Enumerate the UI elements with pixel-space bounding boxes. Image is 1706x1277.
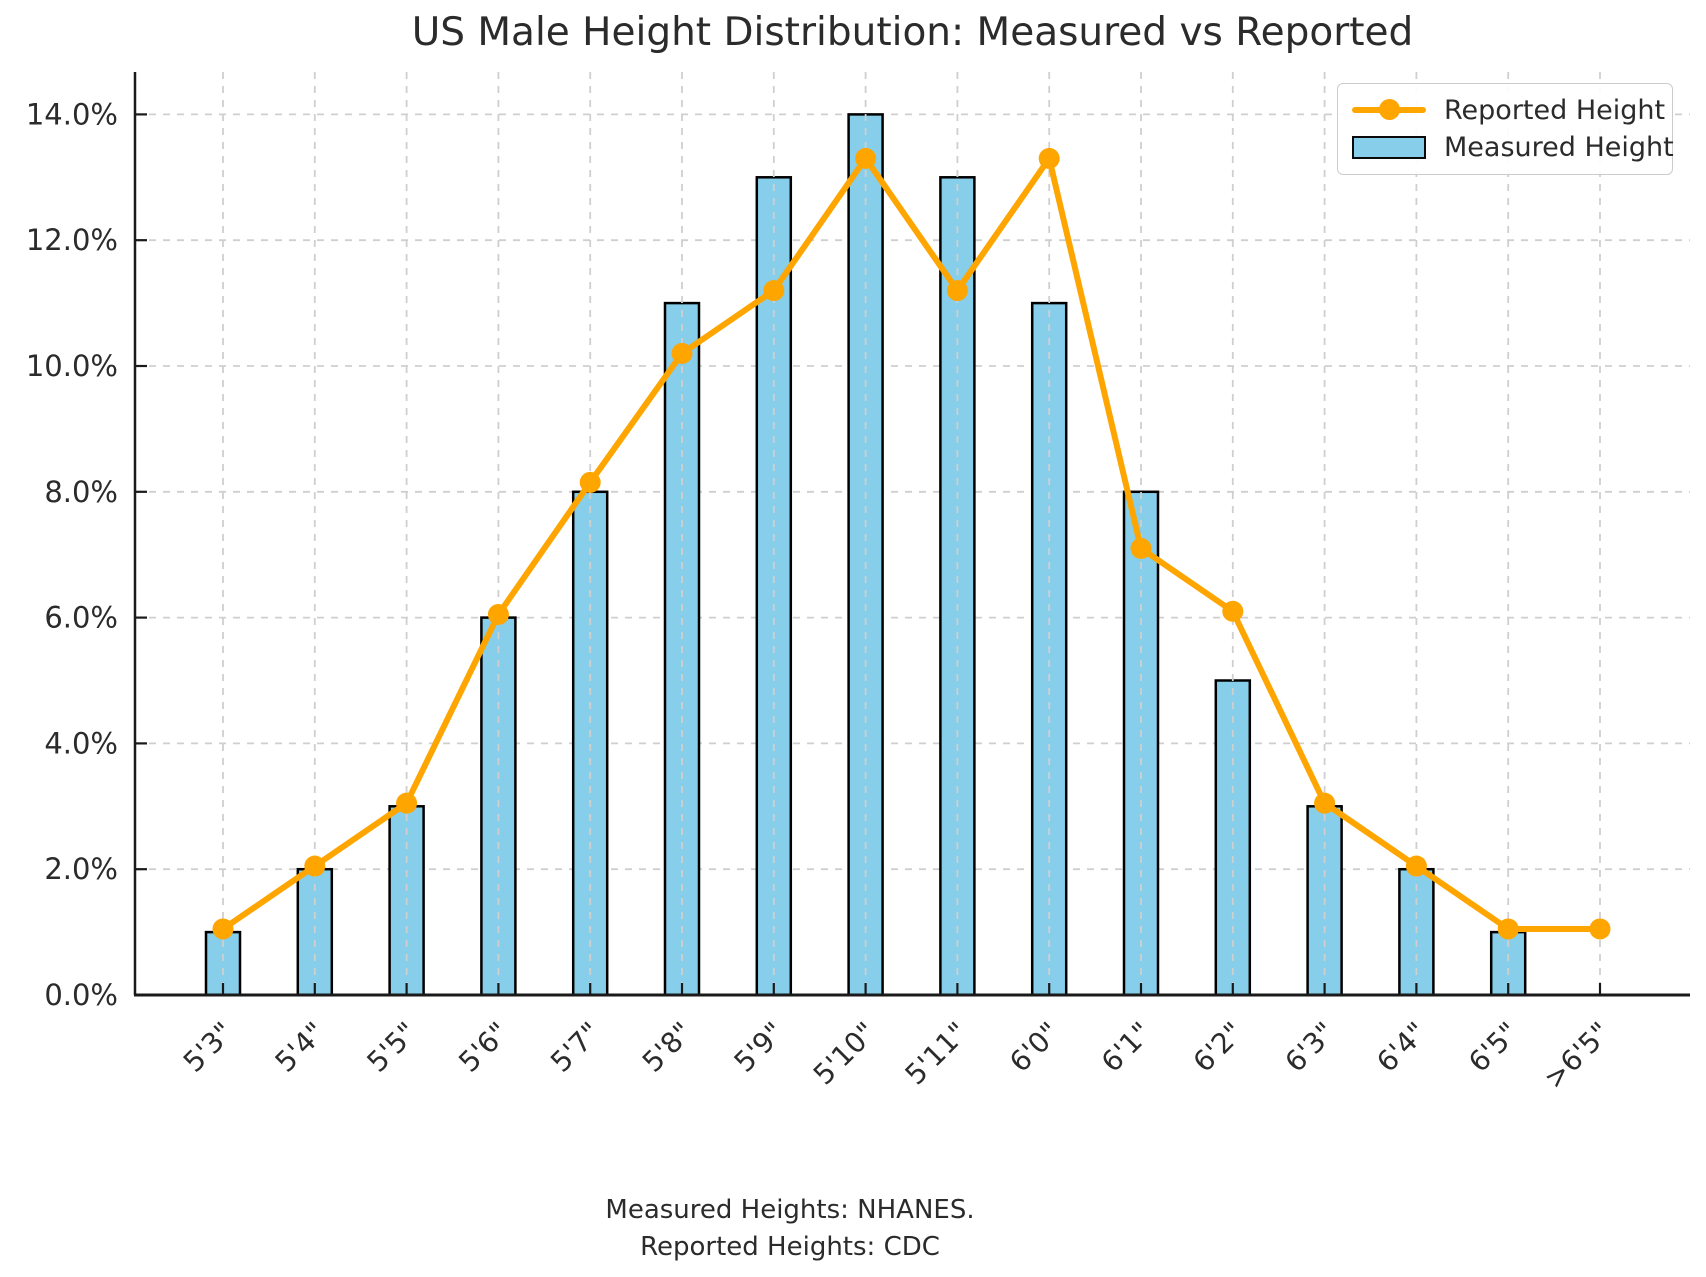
line-marker-5'4" bbox=[304, 855, 326, 877]
y-tick-label: 14.0% bbox=[26, 97, 118, 131]
line-marker-5'11" bbox=[946, 280, 968, 302]
x-tick-label: 5'7" bbox=[544, 1016, 607, 1079]
y-tick-label: 8.0% bbox=[44, 475, 118, 509]
line-marker->6'5" bbox=[1589, 918, 1611, 940]
source-note-line1: Measured Heights: NHANES. bbox=[605, 1195, 975, 1225]
x-tick-label: 5'3" bbox=[177, 1016, 240, 1079]
x-tick-label: 5'10" bbox=[807, 1016, 883, 1092]
line-marker-5'8" bbox=[671, 342, 693, 364]
line-marker-5'5" bbox=[396, 792, 418, 814]
reported-height-line bbox=[220, 155, 1603, 932]
x-tick-label: 5'4" bbox=[269, 1016, 332, 1079]
legend-item-reported: Reported Height bbox=[1352, 94, 1666, 126]
x-tick-label: 5'6" bbox=[452, 1016, 515, 1079]
line-marker-6'0" bbox=[1038, 147, 1060, 169]
x-tick-label: 6'5" bbox=[1462, 1016, 1525, 1079]
legend-item-measured: Measured Height bbox=[1352, 132, 1674, 163]
x-tick-label: 6'4" bbox=[1370, 1016, 1433, 1079]
line-marker-6'4" bbox=[1405, 855, 1427, 877]
line-marker-6'2" bbox=[1222, 600, 1244, 622]
x-tick-label: 5'9" bbox=[728, 1016, 791, 1079]
line-marker-5'10" bbox=[855, 147, 877, 169]
x-tick-label: 6'0" bbox=[1003, 1016, 1066, 1079]
line-marker-6'1" bbox=[1130, 537, 1152, 559]
y-tick-label: 0.0% bbox=[44, 978, 118, 1012]
y-tick-label: 4.0% bbox=[44, 726, 118, 760]
measured-bar-swatch-icon bbox=[1352, 136, 1426, 160]
line-marker-6'3" bbox=[1314, 792, 1336, 814]
chart-legend: Reported Height Measured Height bbox=[1337, 83, 1674, 175]
x-tick-label: 6'1" bbox=[1095, 1016, 1158, 1079]
source-note-line2: Reported Heights: CDC bbox=[640, 1232, 940, 1262]
line-marker-5'7" bbox=[579, 471, 601, 493]
y-tick-label: 12.0% bbox=[26, 223, 118, 257]
bar-6'2" bbox=[1214, 679, 1252, 997]
y-tick-label: 10.0% bbox=[26, 349, 118, 383]
x-tick-label: 5'11" bbox=[899, 1016, 975, 1092]
chart-title: US Male Height Distribution: Measured vs… bbox=[411, 10, 1414, 55]
y-tick-label: 2.0% bbox=[44, 852, 118, 886]
line-marker-5'6" bbox=[487, 603, 509, 625]
legend-label-measured: Measured Height bbox=[1444, 132, 1674, 164]
x-tick-label: >6'5" bbox=[1537, 1016, 1617, 1096]
x-tick-label: 6'2" bbox=[1187, 1016, 1250, 1079]
line-marker-5'3" bbox=[212, 918, 234, 940]
y-tick-label: 6.0% bbox=[44, 601, 118, 635]
line-marker-dot bbox=[1379, 99, 1400, 121]
reported-line-swatch-icon bbox=[1352, 99, 1426, 121]
x-tick-label: 6'3" bbox=[1278, 1016, 1341, 1079]
line-marker-5'9" bbox=[763, 280, 785, 302]
line-marker-6'5" bbox=[1497, 918, 1519, 940]
legend-label-reported: Reported Height bbox=[1444, 94, 1666, 126]
source-note: Measured Heights: NHANES. Reported Heigh… bbox=[0, 1192, 1580, 1266]
x-tick-label: 5'8" bbox=[636, 1016, 699, 1079]
x-tick-label: 5'5" bbox=[360, 1016, 423, 1079]
